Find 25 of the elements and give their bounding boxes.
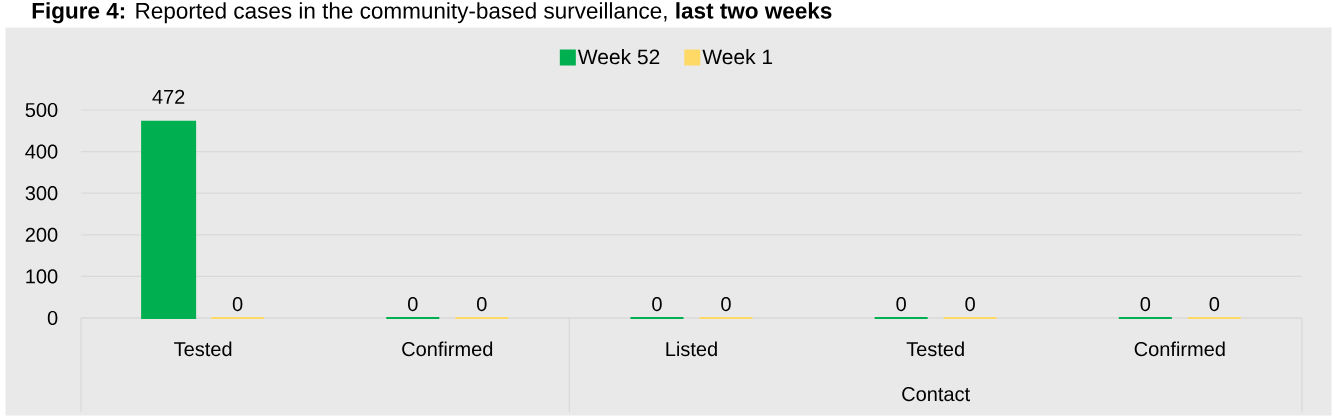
text: Contact xyxy=(902,387,970,402)
data-label: 0 xyxy=(477,297,487,312)
y-tick-label: 100 xyxy=(26,269,58,284)
data-label: 0 xyxy=(1209,297,1220,312)
x-tick-label: Confirmed xyxy=(1134,341,1225,357)
data-label: 0 xyxy=(1140,297,1151,312)
x-tick-label: Confirmed xyxy=(402,341,493,357)
data-label: 0 xyxy=(896,297,906,312)
x-tick-label: Tested xyxy=(174,341,232,357)
y-tick-label: 0 xyxy=(47,310,58,326)
data-label: 0 xyxy=(408,297,418,312)
chart-title: Figure 4: Reported cases in the community-based surveillance, last two weeks xyxy=(32,2,832,24)
y-tick-label: 300 xyxy=(25,186,58,201)
legend-label: Week 52 xyxy=(577,48,660,65)
legend-label: Week 1 xyxy=(702,48,773,65)
data-label: 0 xyxy=(232,297,243,312)
x-tick-label: Tested xyxy=(906,341,964,357)
data-label: 472 xyxy=(152,89,185,104)
data-label: 0 xyxy=(652,297,662,312)
data-label: 0 xyxy=(965,297,975,312)
y-tick-label: 500 xyxy=(25,102,58,118)
x-tick-label: Listed xyxy=(666,341,717,357)
data-label: 0 xyxy=(721,297,731,312)
y-tick-label: 200 xyxy=(25,227,58,242)
y-tick-label: 400 xyxy=(25,144,58,159)
